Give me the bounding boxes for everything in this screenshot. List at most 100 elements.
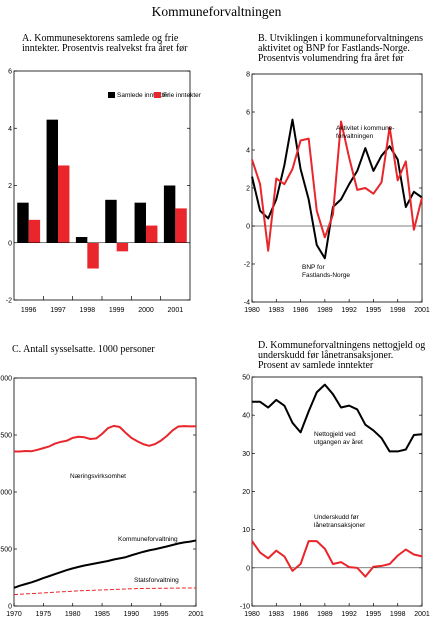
series-annotation: Fastlands-Norge (302, 272, 350, 279)
y-tick-label: 4 (8, 126, 12, 133)
x-tick-label: 1998 (390, 307, 406, 314)
y-tick-label: 6 (8, 69, 12, 76)
plot-frame (251, 73, 423, 303)
y-tick-label: 8 (246, 72, 250, 79)
y-tick-label: 10 (242, 527, 250, 534)
series-line (14, 424, 197, 453)
panel-title-line: underskudd før lånetransaksjoner. (258, 350, 393, 361)
y-tick-label: -2 (6, 298, 12, 305)
panel-title-line: aktivitet og BNP for Fastlands-Norge. (258, 43, 410, 54)
x-tick-label: 1985 (94, 611, 110, 618)
y-tick-label: 0 (246, 565, 250, 572)
y-tick-label: -2 (244, 262, 250, 269)
series-line (251, 540, 423, 578)
bar (46, 119, 58, 243)
panel-title-line: Prosentvis volumendring fra året før (258, 53, 404, 64)
series-line (251, 120, 423, 252)
x-tick-label: 1980 (244, 611, 260, 618)
bar (58, 165, 70, 243)
figure-title: Kommuneforvaltningen (152, 4, 282, 19)
plot-frame (13, 70, 191, 301)
series-annotation: Næringsvirksomhet (70, 473, 126, 480)
legend-label: Samlede inntekter (117, 92, 170, 99)
y-tick-label: 1000 (0, 490, 12, 497)
x-tick-label: 2001 (414, 307, 430, 314)
bar (28, 219, 41, 243)
x-tick-label: 1986 (293, 611, 309, 618)
x-tick-label: 1990 (124, 611, 140, 618)
series-line (13, 587, 196, 596)
x-tick-label: 1998 (80, 307, 96, 314)
x-tick-label: 1995 (366, 307, 382, 314)
plot-frame (251, 376, 423, 607)
series-annotation: utgangen av året (314, 438, 363, 446)
x-tick-label: 1995 (366, 611, 382, 618)
y-tick-label: 0 (246, 224, 250, 231)
legend-label: Frie inntekter (163, 92, 202, 99)
y-tick-label: 500 (0, 547, 12, 554)
y-tick-label: 30 (242, 451, 250, 458)
y-tick-label: 20 (242, 489, 250, 496)
y-tick-label: 2 (246, 186, 250, 193)
bar (116, 242, 129, 252)
series-annotation: Kommuneforvaltning (118, 536, 178, 543)
x-tick-label: 1995 (153, 611, 169, 618)
x-tick-label: 2001 (168, 307, 184, 314)
x-tick-label: 1999 (109, 307, 125, 314)
x-tick-label: 1975 (36, 611, 52, 618)
x-tick-label: 1996 (21, 307, 37, 314)
series-annotation: forvaltningen (336, 133, 374, 140)
panel-title-line: D. Kommuneforvaltningens nettogjeld og (258, 340, 425, 351)
x-tick-label: 1986 (293, 307, 309, 314)
panel-title-line: A. Kommunesektorens samlede og frie (22, 33, 179, 44)
panel-title-line: Prosent av samlede inntekter (258, 360, 374, 371)
y-tick-label: 1500 (0, 433, 12, 440)
series-annotation: lånetransaksjoner (314, 521, 366, 529)
panel-a: A. Kommunesektorens samlede og frieinnte… (6, 33, 202, 314)
panel-title-line: C. Antall sysselsatte. 1000 personer (12, 344, 155, 355)
series-annotation: Nettogjeld ved (314, 431, 356, 438)
x-tick-label: 1980 (65, 611, 81, 618)
x-tick-label: 2001 (188, 611, 204, 618)
y-tick-label: 0 (8, 604, 12, 611)
series-annotation: Underskudd før (314, 514, 360, 521)
y-tick-label: 50 (242, 375, 250, 382)
y-tick-label: 40 (242, 413, 250, 420)
series-line (13, 539, 197, 589)
panel-title-line: inntekter. Prosentvis realvekst fra året… (22, 43, 188, 54)
panel-b: B. Utviklingen i kommuneforvaltningensak… (244, 33, 430, 314)
bar (134, 202, 146, 243)
series-annotation: Aktivitet i kommune- (336, 125, 395, 132)
x-tick-label: 1998 (390, 611, 406, 618)
plot-frame (13, 377, 197, 607)
panel-d: D. Kommuneforvaltningens nettogjeld ogun… (240, 340, 430, 618)
x-tick-label: 1983 (268, 307, 284, 314)
panel-c: C. Antall sysselsatte. 1000 personer 0 500… (0, 344, 204, 618)
x-tick-label: 1997 (50, 307, 66, 314)
legend-swatch (108, 92, 115, 98)
panel-title-line: B. Utviklingen i kommuneforvaltningens (258, 33, 423, 44)
series-line (252, 383, 423, 453)
bar (163, 185, 176, 243)
bar (146, 225, 158, 243)
x-tick-label: 1989 (317, 307, 333, 314)
y-tick-label: -4 (244, 300, 250, 307)
x-tick-label: 1970 (6, 611, 22, 618)
series-annotation: Statsforvaltning (134, 577, 179, 584)
x-tick-label: 2000 (138, 307, 154, 314)
x-tick-label: 1989 (317, 611, 333, 618)
x-tick-label: 1992 (341, 611, 357, 618)
bar (175, 208, 187, 243)
y-tick-label: -10 (240, 604, 250, 611)
bar (17, 202, 29, 243)
series-annotation: BNP for (302, 264, 325, 271)
x-tick-label: 2001 (414, 611, 430, 618)
y-tick-label: 6 (246, 110, 250, 117)
bar (105, 199, 117, 243)
bar (75, 237, 88, 243)
y-tick-label: 2 (8, 183, 12, 190)
y-tick-label: 0 (8, 240, 12, 247)
y-tick-label: 2000 (0, 376, 12, 383)
x-tick-label: 1980 (244, 307, 260, 314)
